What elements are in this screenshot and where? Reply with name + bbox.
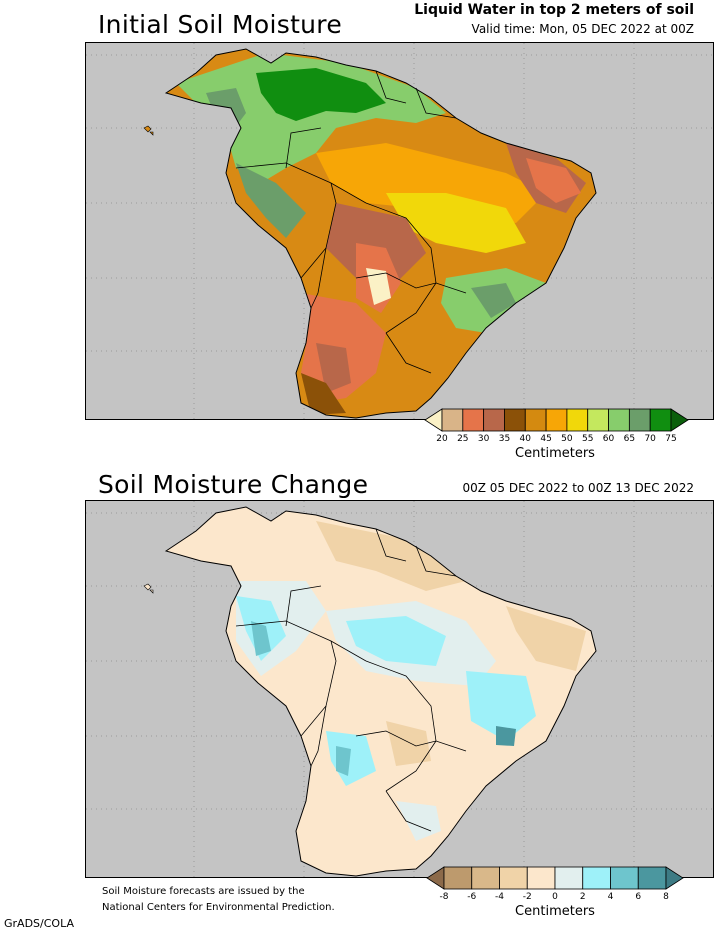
top-colorbar-tick-label: 45 [540,434,552,444]
top-colorbar-box [545,408,568,432]
bottom-colorbar-box [554,866,584,890]
bottom-colorbar-tick-label: 6 [635,892,642,902]
bottom-colorbar [426,866,684,890]
bottom-colorbar-tick-label: 2 [579,892,586,902]
initial-soil-moisture-map [85,42,714,420]
top-colorbar-box [441,408,464,432]
top-colorbar-tick-label: 65 [623,434,636,444]
bottom-colorbar-box [526,866,556,890]
top-colorbar-box [566,408,589,432]
bottom-colorbar-tick-label: -8 [439,892,449,902]
top-panel-title: Initial Soil Moisture [98,10,343,39]
bottom-colorbar-box [582,866,611,890]
top-colorbar-box [649,408,672,432]
top-panel-header-line2: Valid time: Mon, 05 DEC 2022 at 00Z [471,22,694,36]
top-colorbar-tick-label: 30 [477,434,490,444]
bottom-colorbar-tick-label: 0 [552,892,558,902]
soil-moisture-change-map [85,500,714,878]
top-colorbar-tick-label: 75 [665,434,677,444]
bottom-colorbar-units: Centimeters [515,904,595,919]
top-colorbar-tick-label: 35 [498,434,511,444]
top-colorbar-box [628,408,651,432]
top-colorbar-box [483,408,505,432]
top-colorbar-tick-label: 40 [519,434,531,444]
top-panel-header-line1: Liquid Water in top 2 meters of soil [414,2,694,18]
bottom-colorbar-tick-label: -4 [495,892,504,902]
top-colorbar-tick-label: 70 [644,434,656,444]
bottom-colorbar-tick-label: -6 [467,892,477,902]
top-colorbar-tick-label: 50 [561,434,573,444]
top-colorbar-box [504,408,526,432]
footer-line1: Soil Moisture forecasts are issued by th… [102,886,305,897]
top-colorbar-box [524,408,547,432]
top-colorbar-box [608,408,630,432]
top-colorbar-tick-label: 25 [457,434,469,444]
bottom-colorbar-tick-label: 8 [663,892,669,902]
bottom-colorbar-tick-label: 4 [607,892,614,902]
top-colorbar-low-triangle [424,408,443,432]
top-colorbar-high-triangle [670,408,689,432]
bottom-panel-header: 00Z 05 DEC 2022 to 00Z 13 DEC 2022 [462,481,694,495]
top-colorbar-units: Centimeters [515,446,595,461]
top-colorbar-tick-label: 20 [436,434,448,444]
top-colorbar-box [462,408,485,432]
top-colorbar-labels: 20 25 30 35 40 45 50 55 60 65 70 75 [424,434,689,446]
bottom-colorbar-box [637,866,667,890]
grads-credit: GrADS/COLA [4,917,74,930]
bottom-colorbar-box [610,866,639,890]
top-colorbar-box [587,408,609,432]
footer-note: Soil Moisture forecasts are issued by th… [102,884,335,916]
top-colorbar [424,408,689,432]
top-colorbar-tick-label: 55 [581,434,594,444]
top-colorbar-tick-label: 60 [602,434,615,444]
bottom-colorbar-box [471,866,500,890]
bottom-colorbar-tick-label: -2 [522,892,532,902]
footer-line2: National Centers for Environmental Predi… [102,902,335,913]
bottom-colorbar-labels: -8 -6 -4 -2 0 2 4 6 8 [426,892,684,904]
bottom-colorbar-high-triangle [665,866,684,890]
bottom-colorbar-box [443,866,473,890]
bottom-panel-title: Soil Moisture Change [98,470,369,499]
bottom-colorbar-box [499,866,528,890]
bottom-colorbar-low-triangle [426,866,445,890]
